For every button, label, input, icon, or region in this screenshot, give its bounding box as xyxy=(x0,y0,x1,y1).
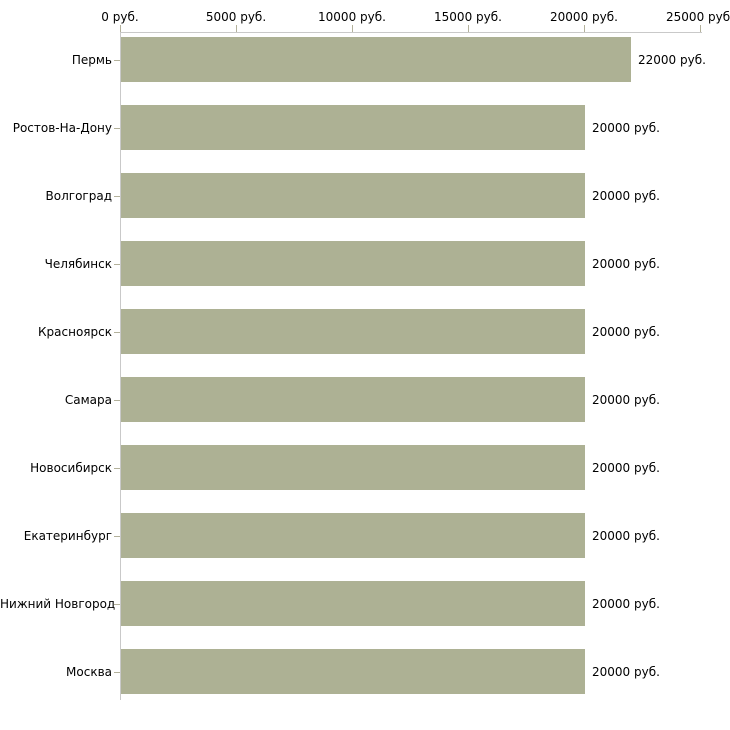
y-axis-tick xyxy=(114,672,120,673)
bar-value-label: 22000 руб. xyxy=(638,52,706,67)
y-axis-tick xyxy=(114,604,120,605)
y-axis-category-label: Москва xyxy=(66,664,112,679)
x-axis-tick-label: 5000 руб. xyxy=(205,10,267,24)
bar-value-label: 20000 руб. xyxy=(592,256,660,271)
x-axis-tick-label: 25000 руб. xyxy=(666,10,730,24)
y-axis-category-label: Новосибирск xyxy=(30,460,112,475)
bar xyxy=(121,37,631,82)
bar xyxy=(121,105,585,150)
x-axis-tick xyxy=(700,25,701,32)
y-axis-category-label: Екатеринбург xyxy=(23,528,112,543)
bar xyxy=(121,513,585,558)
y-axis-tick xyxy=(114,128,120,129)
y-axis-tick xyxy=(114,196,120,197)
bar xyxy=(121,649,585,694)
x-axis-tick xyxy=(120,25,121,32)
x-axis-tick xyxy=(584,25,585,32)
x-axis-tick xyxy=(468,25,469,32)
y-axis-tick xyxy=(114,468,120,469)
x-axis-line xyxy=(120,32,702,33)
bar xyxy=(121,445,585,490)
bar xyxy=(121,173,585,218)
y-axis-category-label: Челябинск xyxy=(44,256,112,271)
y-axis-category-label: Самара xyxy=(64,392,112,407)
y-axis-category-label: Красноярск xyxy=(38,324,112,339)
y-axis-tick xyxy=(114,536,120,537)
x-axis-tick-label: 10000 руб. xyxy=(318,10,386,24)
y-axis-category-label: Ростов-На-Дону xyxy=(12,120,112,135)
x-axis-tick xyxy=(236,25,237,32)
x-axis-tick-label: 15000 руб. xyxy=(434,10,502,24)
bar-value-label: 20000 руб. xyxy=(592,664,660,679)
bar-value-label: 20000 руб. xyxy=(592,188,660,203)
y-axis-tick xyxy=(114,264,120,265)
bar-value-label: 20000 руб. xyxy=(592,460,660,475)
bar-value-label: 20000 руб. xyxy=(592,528,660,543)
bar xyxy=(121,309,585,354)
y-axis-tick xyxy=(114,60,120,61)
y-axis-tick xyxy=(114,332,120,333)
bar xyxy=(121,377,585,422)
y-axis-line xyxy=(120,32,121,700)
y-axis-tick xyxy=(114,400,120,401)
x-axis-tick xyxy=(352,25,353,32)
y-axis-category-label: Волгоград xyxy=(45,188,112,203)
bar xyxy=(121,581,585,626)
bar-value-label: 20000 руб. xyxy=(592,120,660,135)
x-axis-tick-label: 20000 руб. xyxy=(550,10,618,24)
y-axis-category-label: Пермь xyxy=(71,52,112,67)
bar-value-label: 20000 руб. xyxy=(592,392,660,407)
bar-value-label: 20000 руб. xyxy=(592,324,660,339)
x-axis-tick-label: 0 руб. xyxy=(101,10,139,24)
y-axis-category-label: Нижний Новгород xyxy=(0,596,116,611)
bar-value-label: 20000 руб. xyxy=(592,596,660,611)
bar xyxy=(121,241,585,286)
